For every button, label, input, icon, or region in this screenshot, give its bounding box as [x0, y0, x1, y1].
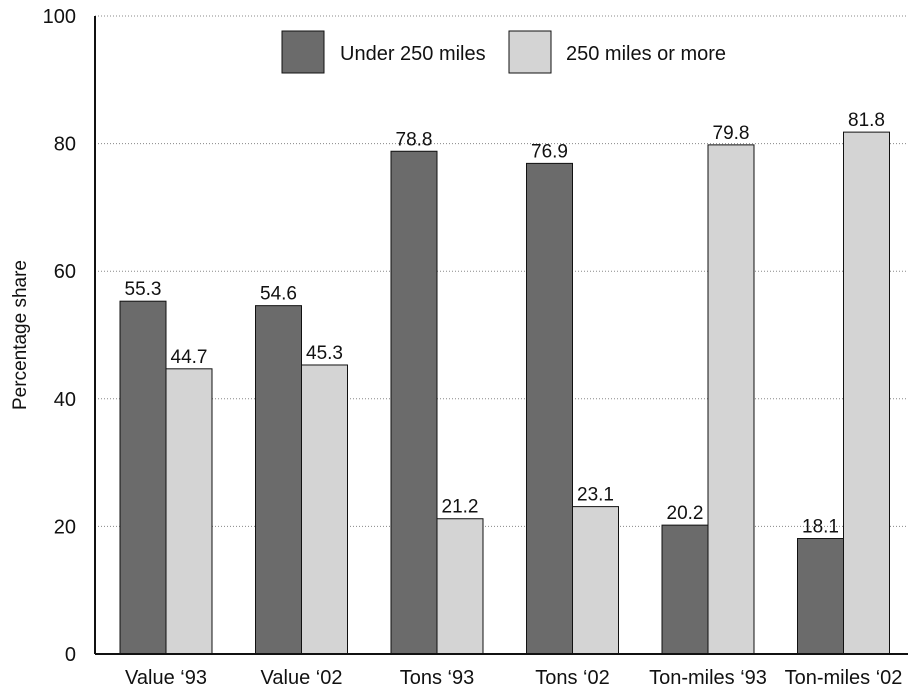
y-tick-label: 0 — [65, 644, 76, 666]
y-tick-label: 60 — [54, 261, 76, 283]
bar-value-label: 45.3 — [306, 343, 343, 364]
bar — [255, 305, 302, 655]
bar-value-label: 78.8 — [396, 129, 433, 150]
bar-value-label: 54.6 — [260, 284, 297, 305]
bar — [526, 162, 573, 655]
gridlines — [95, 15, 908, 527]
bar — [119, 300, 167, 655]
bar-value-label: 55.3 — [125, 279, 162, 300]
category-label: Value ‘02 — [261, 667, 343, 689]
legend: Under 250 miles 250 miles or more — [281, 30, 726, 74]
bar — [661, 524, 709, 655]
legend-label-under-250: Under 250 miles — [340, 43, 486, 65]
y-tick-label: 40 — [54, 389, 76, 411]
legend-swatch-250-plus — [508, 30, 552, 74]
bar-value-label: 20.2 — [667, 503, 704, 524]
bar — [436, 518, 484, 655]
y-tick-label: 20 — [54, 516, 76, 538]
bar-value-label: 18.1 — [802, 517, 839, 538]
y-tick-label: 80 — [54, 134, 76, 156]
bar — [301, 364, 348, 655]
category-label: Ton-miles ‘93 — [649, 667, 767, 689]
category-labels: Value ‘93 Value ‘02 Tons ‘93 Tons ‘02 Ton-mi… — [125, 667, 902, 689]
category-label: Tons ‘93 — [400, 667, 475, 689]
category-label: Ton-miles ‘02 — [785, 667, 903, 689]
bar-value-label: 76.9 — [531, 141, 568, 162]
bars — [119, 131, 890, 655]
y-axis-title: Percentage share — [10, 260, 31, 410]
bar — [390, 150, 438, 655]
bar — [572, 506, 619, 655]
bar — [797, 538, 844, 655]
bar-value-label: 21.2 — [442, 497, 479, 518]
y-tick-labels: 0 20 40 60 80 100 — [43, 6, 76, 666]
bar-value-label: 44.7 — [171, 347, 208, 368]
bar — [165, 368, 213, 655]
axes — [94, 16, 908, 655]
category-label: Tons ‘02 — [535, 667, 610, 689]
bar-value-label: 23.1 — [577, 485, 614, 506]
category-label: Value ‘93 — [125, 667, 207, 689]
bar-value-label: 79.8 — [713, 123, 750, 144]
legend-label-250-plus: 250 miles or more — [566, 43, 726, 65]
bar — [707, 144, 755, 655]
bar-value-label: 81.8 — [848, 110, 885, 131]
bar — [843, 131, 890, 655]
legend-swatch-under-250 — [281, 30, 325, 74]
y-tick-label: 100 — [43, 6, 76, 28]
value-labels: 55.3 44.7 54.6 45.3 78.8 21.2 76.9 23.1 20.2 79.8… — [125, 110, 885, 537]
